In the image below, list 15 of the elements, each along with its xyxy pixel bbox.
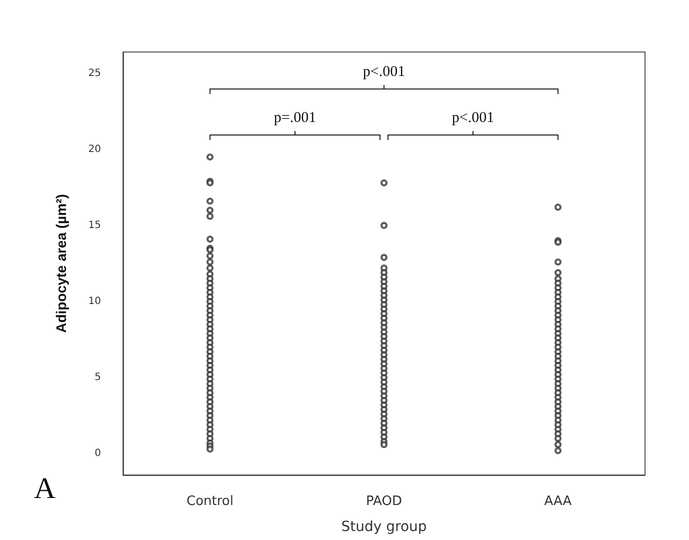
x-tick-label: AAA [544, 494, 572, 509]
y-tick-label: 0 [94, 448, 101, 460]
annotation: p<.001 [362, 64, 406, 81]
y-tick-label: 15 [88, 220, 101, 231]
y-axis-title: Adipocyte area (µm²) [53, 194, 69, 333]
x-tick-label: PAOD [366, 494, 402, 509]
y-tick-label: 10 [88, 296, 101, 308]
x-tick-label: Control [186, 494, 234, 509]
y-tick-label: 20 [88, 144, 101, 155]
y-tick-label: 5 [94, 372, 101, 384]
x-axis-title: Study group [341, 519, 427, 535]
y-tick-label: 25 [88, 68, 101, 79]
text: A [34, 472, 56, 506]
annotation: p=.001 [274, 110, 316, 127]
annotation: p<.001 [452, 110, 494, 127]
